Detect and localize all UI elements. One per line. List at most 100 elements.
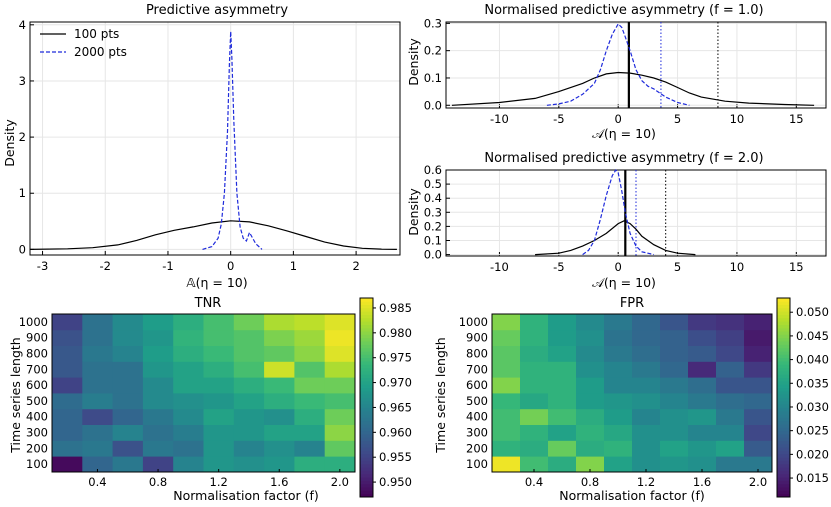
heatmap-cell: [264, 361, 295, 378]
heatmap-cell: [294, 329, 326, 346]
x-tick-label: 0: [615, 112, 622, 126]
heatmap-cell: [744, 314, 773, 331]
colorbar-segment: [360, 377, 373, 382]
heatmap-cell: [548, 329, 577, 346]
colorbar-segment: [777, 473, 790, 478]
colorbar-segment: [360, 493, 373, 498]
heatmap-cell: [264, 456, 295, 473]
y-tick-label: 900: [26, 331, 48, 345]
heatmap-cell: [173, 361, 204, 378]
heatmap-cell: [324, 393, 356, 410]
heatmap-cell: [82, 456, 113, 473]
x-axis-label: Normalisation factor (f): [173, 488, 319, 503]
heatmap-cell: [660, 456, 689, 473]
x-axis-label: 𝒜(η = 10): [592, 126, 656, 141]
heatmap-cell: [294, 408, 326, 425]
y-tick-label: 0.2: [424, 219, 442, 233]
x-tick-label: 0.8: [149, 475, 167, 489]
heatmap-cell: [82, 440, 113, 457]
heatmap-cell: [520, 345, 549, 362]
heatmap-cell: [294, 345, 326, 362]
heatmap-cell: [203, 408, 235, 425]
x-tick-label: 5: [674, 112, 681, 126]
heatmap-cell: [744, 440, 773, 457]
panel-tnr-heatmap: 0.4 0.8 1.2 1.6 2.01002003004005006007008009…: [8, 296, 412, 503]
colorbar-segment: [360, 433, 373, 438]
colorbar-tick-label: 0.045: [796, 329, 829, 343]
heatmap-cell: [660, 377, 689, 394]
y-tick-label: 2: [19, 130, 26, 144]
heatmap-cell: [688, 440, 717, 457]
y-tick-label: 0.0: [424, 248, 442, 262]
heatmap-cell: [716, 408, 745, 425]
heatmap-cell: [492, 393, 521, 410]
series-line-2000pts: [202, 31, 263, 250]
x-tick-label: 2: [352, 259, 359, 273]
colorbar-segment: [777, 427, 790, 432]
legend: 100 pts 2000 pts: [40, 27, 127, 59]
heatmap-cell: [112, 440, 144, 457]
x-tick-label: 0: [615, 260, 622, 274]
heatmap-cell: [632, 345, 661, 362]
colorbar-segment: [777, 453, 790, 458]
x-tick-label: 1.6: [270, 475, 288, 489]
heatmap-cell: [548, 440, 577, 457]
colorbar-segment: [777, 317, 790, 322]
colorbar-segment: [777, 380, 790, 385]
colorbar-segment: [777, 301, 790, 306]
heatmap-cell: [688, 408, 717, 425]
colorbar-segment: [360, 374, 373, 378]
heatmap-cell: [203, 456, 235, 473]
heatmap-cell: [744, 456, 773, 473]
colorbar-segment: [360, 324, 373, 329]
x-axis-label: 𝔸(η = 10): [186, 275, 247, 290]
colorbar-segment: [360, 321, 373, 325]
heatmap-cell: [294, 377, 326, 394]
heatmap-cell: [52, 408, 83, 425]
heatmap-cell: [716, 329, 745, 346]
axes-frame: [29, 21, 401, 256]
heatmap-cell: [233, 314, 265, 331]
colorbar-segment: [777, 337, 790, 342]
heatmap-cell: [142, 377, 174, 394]
heatmap-cell: [203, 393, 235, 410]
heatmap-cell: [324, 377, 356, 394]
heatmap-cell: [660, 361, 689, 378]
colorbar-tick-label: 0.965: [379, 400, 412, 414]
colorbar-segment: [360, 437, 373, 442]
colorbar-segment: [360, 430, 373, 435]
colorbar-segment: [360, 487, 373, 491]
colorbar-segment: [360, 357, 373, 362]
heatmap-cell: [264, 314, 295, 331]
heatmap-cell: [324, 345, 356, 362]
x-tick-label: 10: [730, 260, 745, 274]
heatmap-cell: [233, 329, 265, 346]
heatmap-cell: [82, 361, 113, 378]
panel-fpr-heatmap: 0.4 0.8 1.2 1.6 2.01002003004005006007008009…: [433, 296, 829, 503]
colorbar-tick-label: 0.950: [379, 475, 412, 489]
heatmap-cell: [82, 408, 113, 425]
heatmap-cell: [688, 314, 717, 331]
colorbar-segment: [360, 351, 373, 355]
heatmap-cell: [112, 377, 144, 394]
heatmap-cell: [264, 408, 295, 425]
colorbar-segment: [777, 364, 790, 369]
chart-title: TNR: [194, 296, 222, 311]
heatmap-cell: [492, 361, 521, 378]
heatmap-cell: [233, 361, 265, 378]
x-tick-label: 0.4: [525, 475, 543, 489]
heatmap-cell: [688, 424, 717, 441]
x-tick-label: 2.0: [749, 475, 767, 489]
heatmap-cell: [716, 345, 745, 362]
colorbar-tick-label: 0.030: [796, 400, 829, 414]
heatmap-cell: [604, 361, 633, 378]
y-tick-label: 700: [26, 362, 48, 376]
colorbar-segment: [777, 424, 790, 428]
colorbar-segment: [777, 410, 790, 415]
colorbar-tick-label: 0.955: [379, 450, 412, 464]
x-tick-label: -5: [553, 260, 564, 274]
colorbar-segment: [360, 490, 373, 495]
colorbar-segment: [777, 433, 790, 438]
heatmap-cell: [576, 314, 605, 331]
heatmap-cell: [520, 408, 549, 425]
